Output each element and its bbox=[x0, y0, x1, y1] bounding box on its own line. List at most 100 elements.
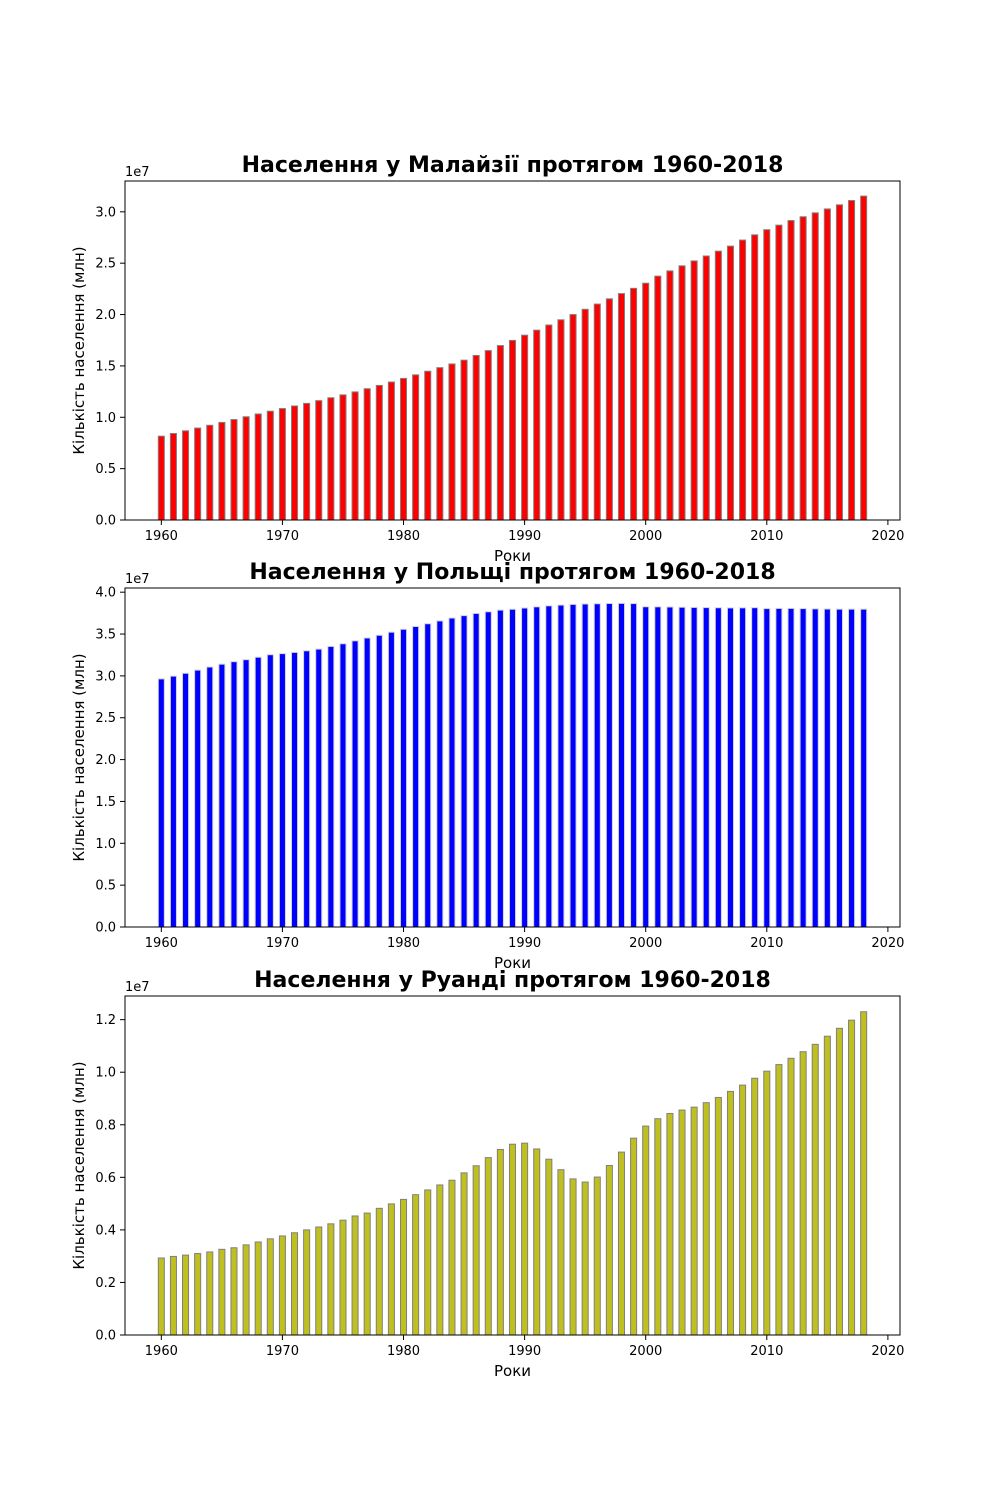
y-tick-label: 0.0 bbox=[95, 514, 116, 529]
x-tick-label: 1960 bbox=[145, 1344, 178, 1359]
bar-1981 bbox=[412, 1194, 420, 1336]
bar-2012 bbox=[787, 607, 795, 928]
bar-1966 bbox=[230, 661, 238, 928]
bar-1998 bbox=[617, 293, 626, 521]
bar-1980 bbox=[399, 628, 408, 928]
bar-1966 bbox=[230, 419, 238, 521]
bar-2000 bbox=[642, 606, 650, 928]
bar-1988 bbox=[496, 1148, 504, 1336]
bar-1963 bbox=[194, 669, 202, 928]
bar-1989 bbox=[508, 1143, 517, 1336]
bar-1996 bbox=[593, 1176, 601, 1336]
bar-1962 bbox=[182, 430, 190, 521]
bar-1993 bbox=[557, 319, 565, 521]
bar-2006 bbox=[714, 1096, 722, 1336]
bar-1995 bbox=[581, 1181, 589, 1336]
bar-1960 bbox=[157, 435, 165, 521]
bar-1967 bbox=[242, 659, 250, 928]
y-tick-label: 4.0 bbox=[95, 586, 116, 601]
bar-1970 bbox=[278, 653, 286, 928]
bar-1960 bbox=[157, 678, 165, 928]
chart-title: Населення у Польщі протягом 1960-2018 bbox=[249, 560, 775, 585]
x-tick-label: 2020 bbox=[871, 1344, 904, 1359]
bar-2009 bbox=[751, 1077, 759, 1336]
y-axis-label: Кількість населення (млн) bbox=[70, 1061, 88, 1269]
bar-2007 bbox=[726, 245, 734, 521]
bar-1997 bbox=[605, 1165, 613, 1336]
bar-2002 bbox=[666, 1112, 674, 1336]
bar-1991 bbox=[533, 329, 541, 521]
x-tick-label: 1960 bbox=[145, 936, 178, 951]
x-tick-label: 2000 bbox=[629, 936, 662, 951]
axes-frame bbox=[124, 587, 901, 928]
bar-1964 bbox=[206, 666, 214, 928]
y-tick-label: 0.0 bbox=[95, 1329, 116, 1344]
bar-1960 bbox=[157, 1257, 165, 1336]
bar-1981 bbox=[412, 374, 420, 521]
bar-2000 bbox=[642, 282, 650, 521]
y-axis-label: Кількість населення (млн) bbox=[70, 246, 88, 454]
x-tick-label: 1990 bbox=[508, 936, 541, 951]
y-offset-label: 1e7 bbox=[125, 165, 150, 180]
chart-title: Населення у Малайзії протягом 1960-2018 bbox=[242, 153, 784, 178]
bar-1998 bbox=[617, 1151, 626, 1336]
bar-2001 bbox=[654, 1118, 662, 1336]
bar-2017 bbox=[848, 608, 856, 928]
y-tick-label: 3.0 bbox=[95, 205, 116, 220]
bar-1985 bbox=[460, 359, 468, 521]
bar-1999 bbox=[630, 603, 638, 928]
bar-2009 bbox=[751, 234, 759, 521]
y-tick-label: 0.0 bbox=[95, 921, 116, 936]
bar-1993 bbox=[557, 1169, 565, 1336]
chart-1: 1960 1970 1980 1990 2000 2010 2020 0.0 0.5 1.0 1.5… bbox=[70, 560, 904, 972]
bar-2002 bbox=[666, 270, 674, 521]
y-axis-label: Кількість населення (млн) bbox=[70, 653, 88, 861]
y-tick-label: 2.0 bbox=[95, 753, 116, 768]
y-tick-label: 2.5 bbox=[95, 257, 116, 272]
bar-1985 bbox=[460, 1172, 468, 1336]
bar-2010 bbox=[763, 1070, 771, 1336]
x-tick-label: 1960 bbox=[145, 529, 178, 544]
bar-1981 bbox=[412, 626, 420, 928]
bar-2016 bbox=[835, 608, 843, 928]
bar-2013 bbox=[799, 608, 807, 928]
bar-1974 bbox=[327, 397, 335, 521]
bar-1989 bbox=[508, 339, 517, 521]
y-offset-label: 1e7 bbox=[125, 572, 150, 587]
bar-1992 bbox=[545, 1158, 553, 1336]
bar-2009 bbox=[751, 607, 759, 928]
bar-1994 bbox=[569, 1178, 577, 1336]
bar-1971 bbox=[291, 1232, 299, 1336]
y-tick-label: 1.5 bbox=[95, 359, 116, 374]
y-tick-label: 2.0 bbox=[95, 308, 116, 323]
x-axis-label: Роки bbox=[494, 1362, 531, 1380]
x-tick-label: 1970 bbox=[266, 1344, 299, 1359]
y-tick-label: 3.0 bbox=[95, 669, 116, 684]
x-axis-label: Роки bbox=[494, 954, 531, 972]
bar-2014 bbox=[811, 212, 819, 521]
bar-2005 bbox=[702, 607, 710, 928]
y-tick-label: 0.6 bbox=[95, 1171, 116, 1186]
y-tick-label: 1.0 bbox=[95, 411, 116, 426]
bar-1990 bbox=[521, 1142, 529, 1336]
bar-1995 bbox=[581, 603, 589, 928]
bar-2011 bbox=[775, 1064, 783, 1336]
bar-2000 bbox=[642, 1125, 650, 1336]
bar-2001 bbox=[654, 275, 662, 521]
bar-1983 bbox=[436, 1184, 444, 1336]
bar-2015 bbox=[823, 608, 831, 928]
y-tick-label: 1.0 bbox=[95, 837, 116, 852]
chart-2: 1960 1970 1980 1990 2000 2010 2020 0.0 0.2 0.4 0.6… bbox=[70, 968, 904, 1380]
bar-1987 bbox=[484, 350, 492, 521]
bar-1982 bbox=[424, 370, 432, 521]
bar-2003 bbox=[678, 265, 686, 521]
chart-title: Населення у Руанді протягом 1960-2018 bbox=[254, 968, 771, 993]
bar-2006 bbox=[714, 250, 722, 521]
bar-1977 bbox=[363, 1212, 371, 1336]
x-tick-label: 1970 bbox=[266, 529, 299, 544]
bar-1964 bbox=[206, 424, 214, 521]
bars-2 bbox=[157, 1011, 868, 1336]
bar-2001 bbox=[654, 606, 662, 928]
bar-2004 bbox=[690, 1106, 698, 1336]
bar-1976 bbox=[351, 391, 359, 521]
